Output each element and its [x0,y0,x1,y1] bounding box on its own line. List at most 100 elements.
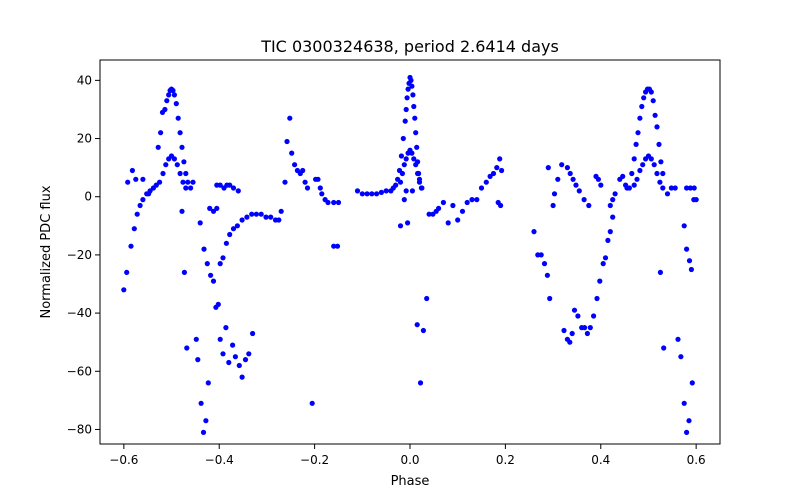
data-point [162,106,168,113]
data-point [414,144,420,150]
data-point [193,336,199,342]
data-point [497,156,503,162]
data-point [140,197,146,203]
data-point [404,95,410,101]
data-point [691,185,697,191]
data-point [317,185,323,191]
data-point [545,165,551,171]
data-point [175,115,181,121]
data-point [657,269,664,275]
data-point [399,170,405,177]
data-point [478,185,485,191]
data-point [214,205,220,211]
data-point [354,188,361,194]
data-point [660,185,666,191]
data-points [121,74,699,435]
data-point [610,197,616,203]
y-tick-label: 0 [84,190,92,204]
data-point [223,240,229,246]
data-point [607,229,613,235]
data-point [304,185,311,191]
data-point [184,345,190,351]
data-point [157,179,163,185]
x-tick-label: −0.4 [205,453,234,467]
data-point [374,191,380,197]
data-point [598,182,604,188]
data-point [230,185,237,191]
data-point [684,246,690,252]
data-point [180,179,186,185]
data-point [276,217,282,223]
data-point [204,261,210,267]
data-point [678,354,684,360]
data-point [185,179,191,185]
data-point [198,400,204,406]
data-point [171,156,177,162]
data-point [591,313,597,319]
data-point [610,214,616,220]
data-point [208,272,214,278]
data-point [620,173,626,179]
data-point [581,197,587,203]
data-point [594,295,600,302]
x-tick-label: 0.2 [496,453,515,467]
data-point [203,418,209,424]
data-point [415,170,421,177]
data-point [538,252,544,258]
data-point [648,156,654,162]
data-point [668,185,675,191]
data-point [215,301,221,307]
data-point [125,179,131,185]
data-point [629,170,635,177]
data-point [246,351,252,357]
data-point [133,176,139,182]
data-point [201,246,207,252]
data-point [417,380,424,386]
data-point [401,162,407,168]
y-tick-label: 20 [77,132,92,146]
data-point [263,214,269,220]
data-point [654,170,660,177]
y-axis-ticks: −80 −60 −40 −20 0 20 40 [67,73,100,436]
data-point [300,167,306,174]
x-tick-label: 0.6 [687,453,706,467]
data-point [612,191,618,197]
data-point [637,115,643,121]
data-point [405,86,411,92]
data-point [315,176,321,182]
data-point [600,261,606,267]
data-point [416,176,423,182]
data-point [455,217,461,223]
data-point [413,130,419,136]
data-point [410,92,416,98]
data-point [258,211,264,217]
data-point [640,162,646,168]
y-axis-label: Normalized PDC flux [39,185,54,318]
y-tick-label: 40 [77,73,92,87]
data-point [400,135,406,142]
data-point [200,429,207,435]
data-point [188,185,194,191]
data-point [179,208,185,214]
data-point [217,336,223,342]
data-point [661,345,667,351]
data-point [134,211,140,217]
data-point [173,101,179,107]
data-point [236,362,242,369]
data-point [166,92,172,98]
data-point [639,103,645,110]
data-point [684,429,690,435]
data-point [575,313,581,319]
data-point [205,380,211,386]
data-point [651,162,657,168]
y-tick-label: −20 [67,248,92,262]
data-point [171,92,177,98]
data-point [483,179,489,185]
data-point [490,170,497,177]
data-point [359,191,365,197]
data-point [559,162,565,168]
data-point [244,214,250,220]
data-point [419,185,425,191]
